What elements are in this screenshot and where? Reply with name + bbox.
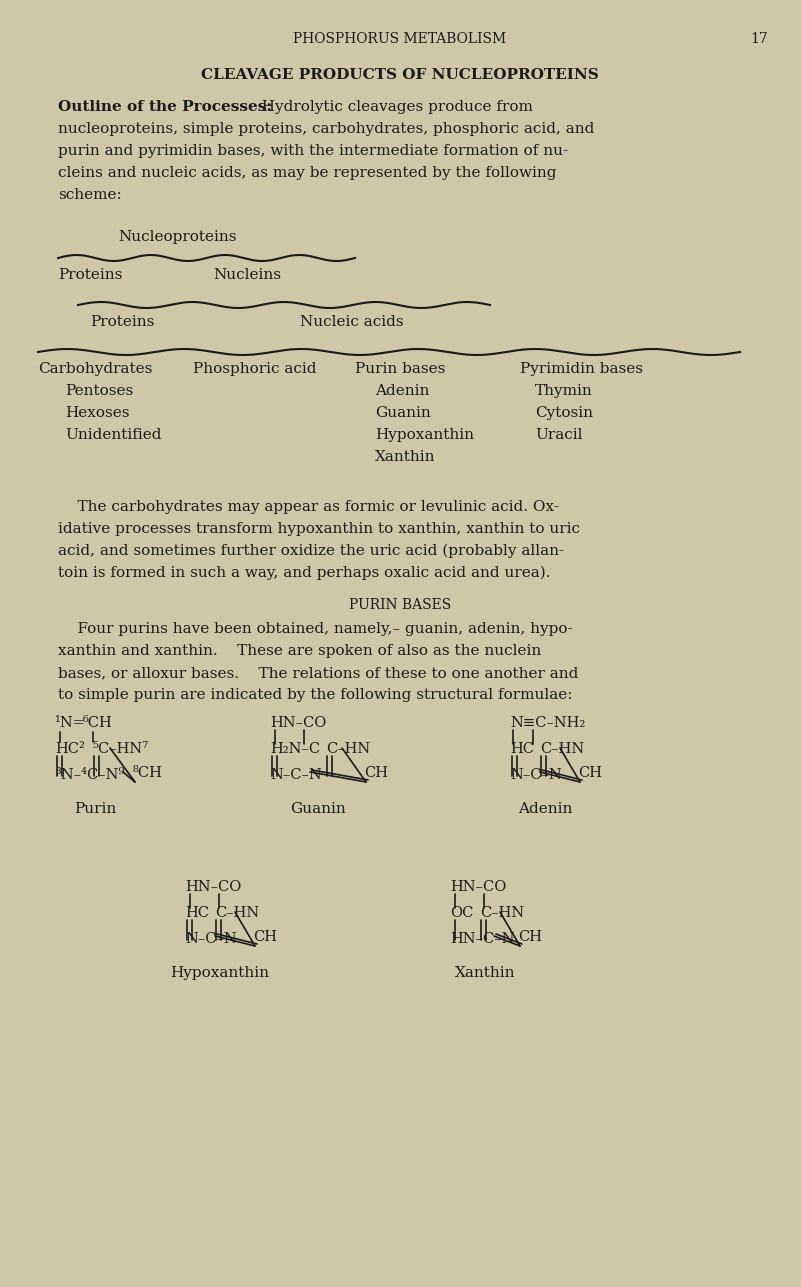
- Text: H₂N–C: H₂N–C: [270, 743, 320, 755]
- Text: Uracil: Uracil: [535, 429, 582, 441]
- Text: cleins and nucleic acids, as may be represented by the following: cleins and nucleic acids, as may be repr…: [58, 166, 557, 180]
- Text: Xanthin: Xanthin: [375, 450, 436, 465]
- Text: toin is formed in such a way, and perhaps oxalic acid and urea).: toin is formed in such a way, and perhap…: [58, 566, 550, 580]
- Text: HC: HC: [185, 906, 209, 920]
- Text: scheme:: scheme:: [58, 188, 122, 202]
- Text: Carbohydrates: Carbohydrates: [38, 362, 152, 376]
- Text: HN–C–N: HN–C–N: [450, 932, 514, 946]
- Text: Nucleoproteins: Nucleoproteins: [118, 230, 236, 245]
- Text: Guanin: Guanin: [375, 405, 431, 420]
- Text: 17: 17: [750, 32, 767, 46]
- Text: C–HN: C–HN: [326, 743, 370, 755]
- Text: Hydrolytic cleavages produce from: Hydrolytic cleavages produce from: [252, 100, 533, 115]
- Text: Purin bases: Purin bases: [355, 362, 445, 376]
- Text: Nucleins: Nucleins: [213, 268, 281, 282]
- Text: acid, and sometimes further oxidize the uric acid (probably allan-: acid, and sometimes further oxidize the …: [58, 544, 564, 559]
- Text: HC²: HC²: [55, 743, 85, 755]
- Text: ⁵C–HN⁷: ⁵C–HN⁷: [92, 743, 148, 755]
- Text: Hexoses: Hexoses: [65, 405, 130, 420]
- Text: N–C–N: N–C–N: [510, 768, 562, 782]
- Text: CH: CH: [364, 766, 388, 780]
- Text: CLEAVAGE PRODUCTS OF NUCLEOPROTEINS: CLEAVAGE PRODUCTS OF NUCLEOPROTEINS: [201, 68, 599, 82]
- Text: Adenin: Adenin: [375, 384, 429, 398]
- Text: Four purins have been obtained, namely,– guanin, adenin, hypo-: Four purins have been obtained, namely,–…: [58, 622, 573, 636]
- Text: PHOSPHORUS METABOLISM: PHOSPHORUS METABOLISM: [293, 32, 506, 46]
- Text: Phosphoric acid: Phosphoric acid: [193, 362, 316, 376]
- Text: N–C–N: N–C–N: [270, 768, 322, 782]
- Text: nucleoproteins, simple proteins, carbohydrates, phosphoric acid, and: nucleoproteins, simple proteins, carbohy…: [58, 122, 594, 136]
- Text: Pentoses: Pentoses: [65, 384, 133, 398]
- Text: HN–CO: HN–CO: [270, 716, 326, 730]
- Text: Pyrimidin bases: Pyrimidin bases: [520, 362, 643, 376]
- Text: Proteins: Proteins: [58, 268, 123, 282]
- Text: Xanthin: Xanthin: [455, 967, 515, 979]
- Text: C–HN: C–HN: [480, 906, 524, 920]
- Text: idative processes transform hypoxanthin to xanthin, xanthin to uric: idative processes transform hypoxanthin …: [58, 523, 580, 535]
- Text: ¹N=: ¹N=: [55, 716, 86, 730]
- Text: Unidentified: Unidentified: [65, 429, 162, 441]
- Text: C–HN: C–HN: [540, 743, 584, 755]
- Text: xanthin and xanthin.    These are spoken of also as the nuclein: xanthin and xanthin. These are spoken of…: [58, 644, 541, 658]
- Text: ⁶CH: ⁶CH: [83, 716, 113, 730]
- Text: Hypoxanthin: Hypoxanthin: [171, 967, 269, 979]
- Text: HN–CO: HN–CO: [185, 880, 241, 894]
- Text: CH: CH: [578, 766, 602, 780]
- Text: Outline of the Processes:: Outline of the Processes:: [58, 100, 272, 115]
- Text: OC: OC: [450, 906, 473, 920]
- Text: purin and pyrimidin bases, with the intermediate formation of nu-: purin and pyrimidin bases, with the inte…: [58, 144, 568, 158]
- Text: Purin: Purin: [74, 802, 116, 816]
- Text: C–HN: C–HN: [215, 906, 260, 920]
- Text: HC: HC: [510, 743, 534, 755]
- Text: Hypoxanthin: Hypoxanthin: [375, 429, 474, 441]
- Text: PURIN BASES: PURIN BASES: [349, 598, 451, 613]
- Text: ³N–⁴C–N⁹: ³N–⁴C–N⁹: [55, 768, 124, 782]
- Text: Adenin: Adenin: [517, 802, 572, 816]
- Text: Nucleic acids: Nucleic acids: [300, 315, 404, 329]
- Text: CH: CH: [253, 931, 277, 943]
- Text: Proteins: Proteins: [90, 315, 155, 329]
- Text: bases, or alloxur bases.    The relations of these to one another and: bases, or alloxur bases. The relations o…: [58, 665, 578, 680]
- Text: ⁸CH: ⁸CH: [133, 766, 163, 780]
- Text: Guanin: Guanin: [290, 802, 346, 816]
- Text: Thymin: Thymin: [535, 384, 593, 398]
- Text: CH: CH: [518, 931, 542, 943]
- Text: N–C–N: N–C–N: [185, 932, 237, 946]
- Text: HN–CO: HN–CO: [450, 880, 506, 894]
- Text: to simple purin are indicated by the following structural formulae:: to simple purin are indicated by the fol…: [58, 689, 573, 701]
- Text: N≡C–NH₂: N≡C–NH₂: [510, 716, 586, 730]
- Text: The carbohydrates may appear as formic or levulinic acid. Ox-: The carbohydrates may appear as formic o…: [58, 501, 559, 514]
- Text: Cytosin: Cytosin: [535, 405, 593, 420]
